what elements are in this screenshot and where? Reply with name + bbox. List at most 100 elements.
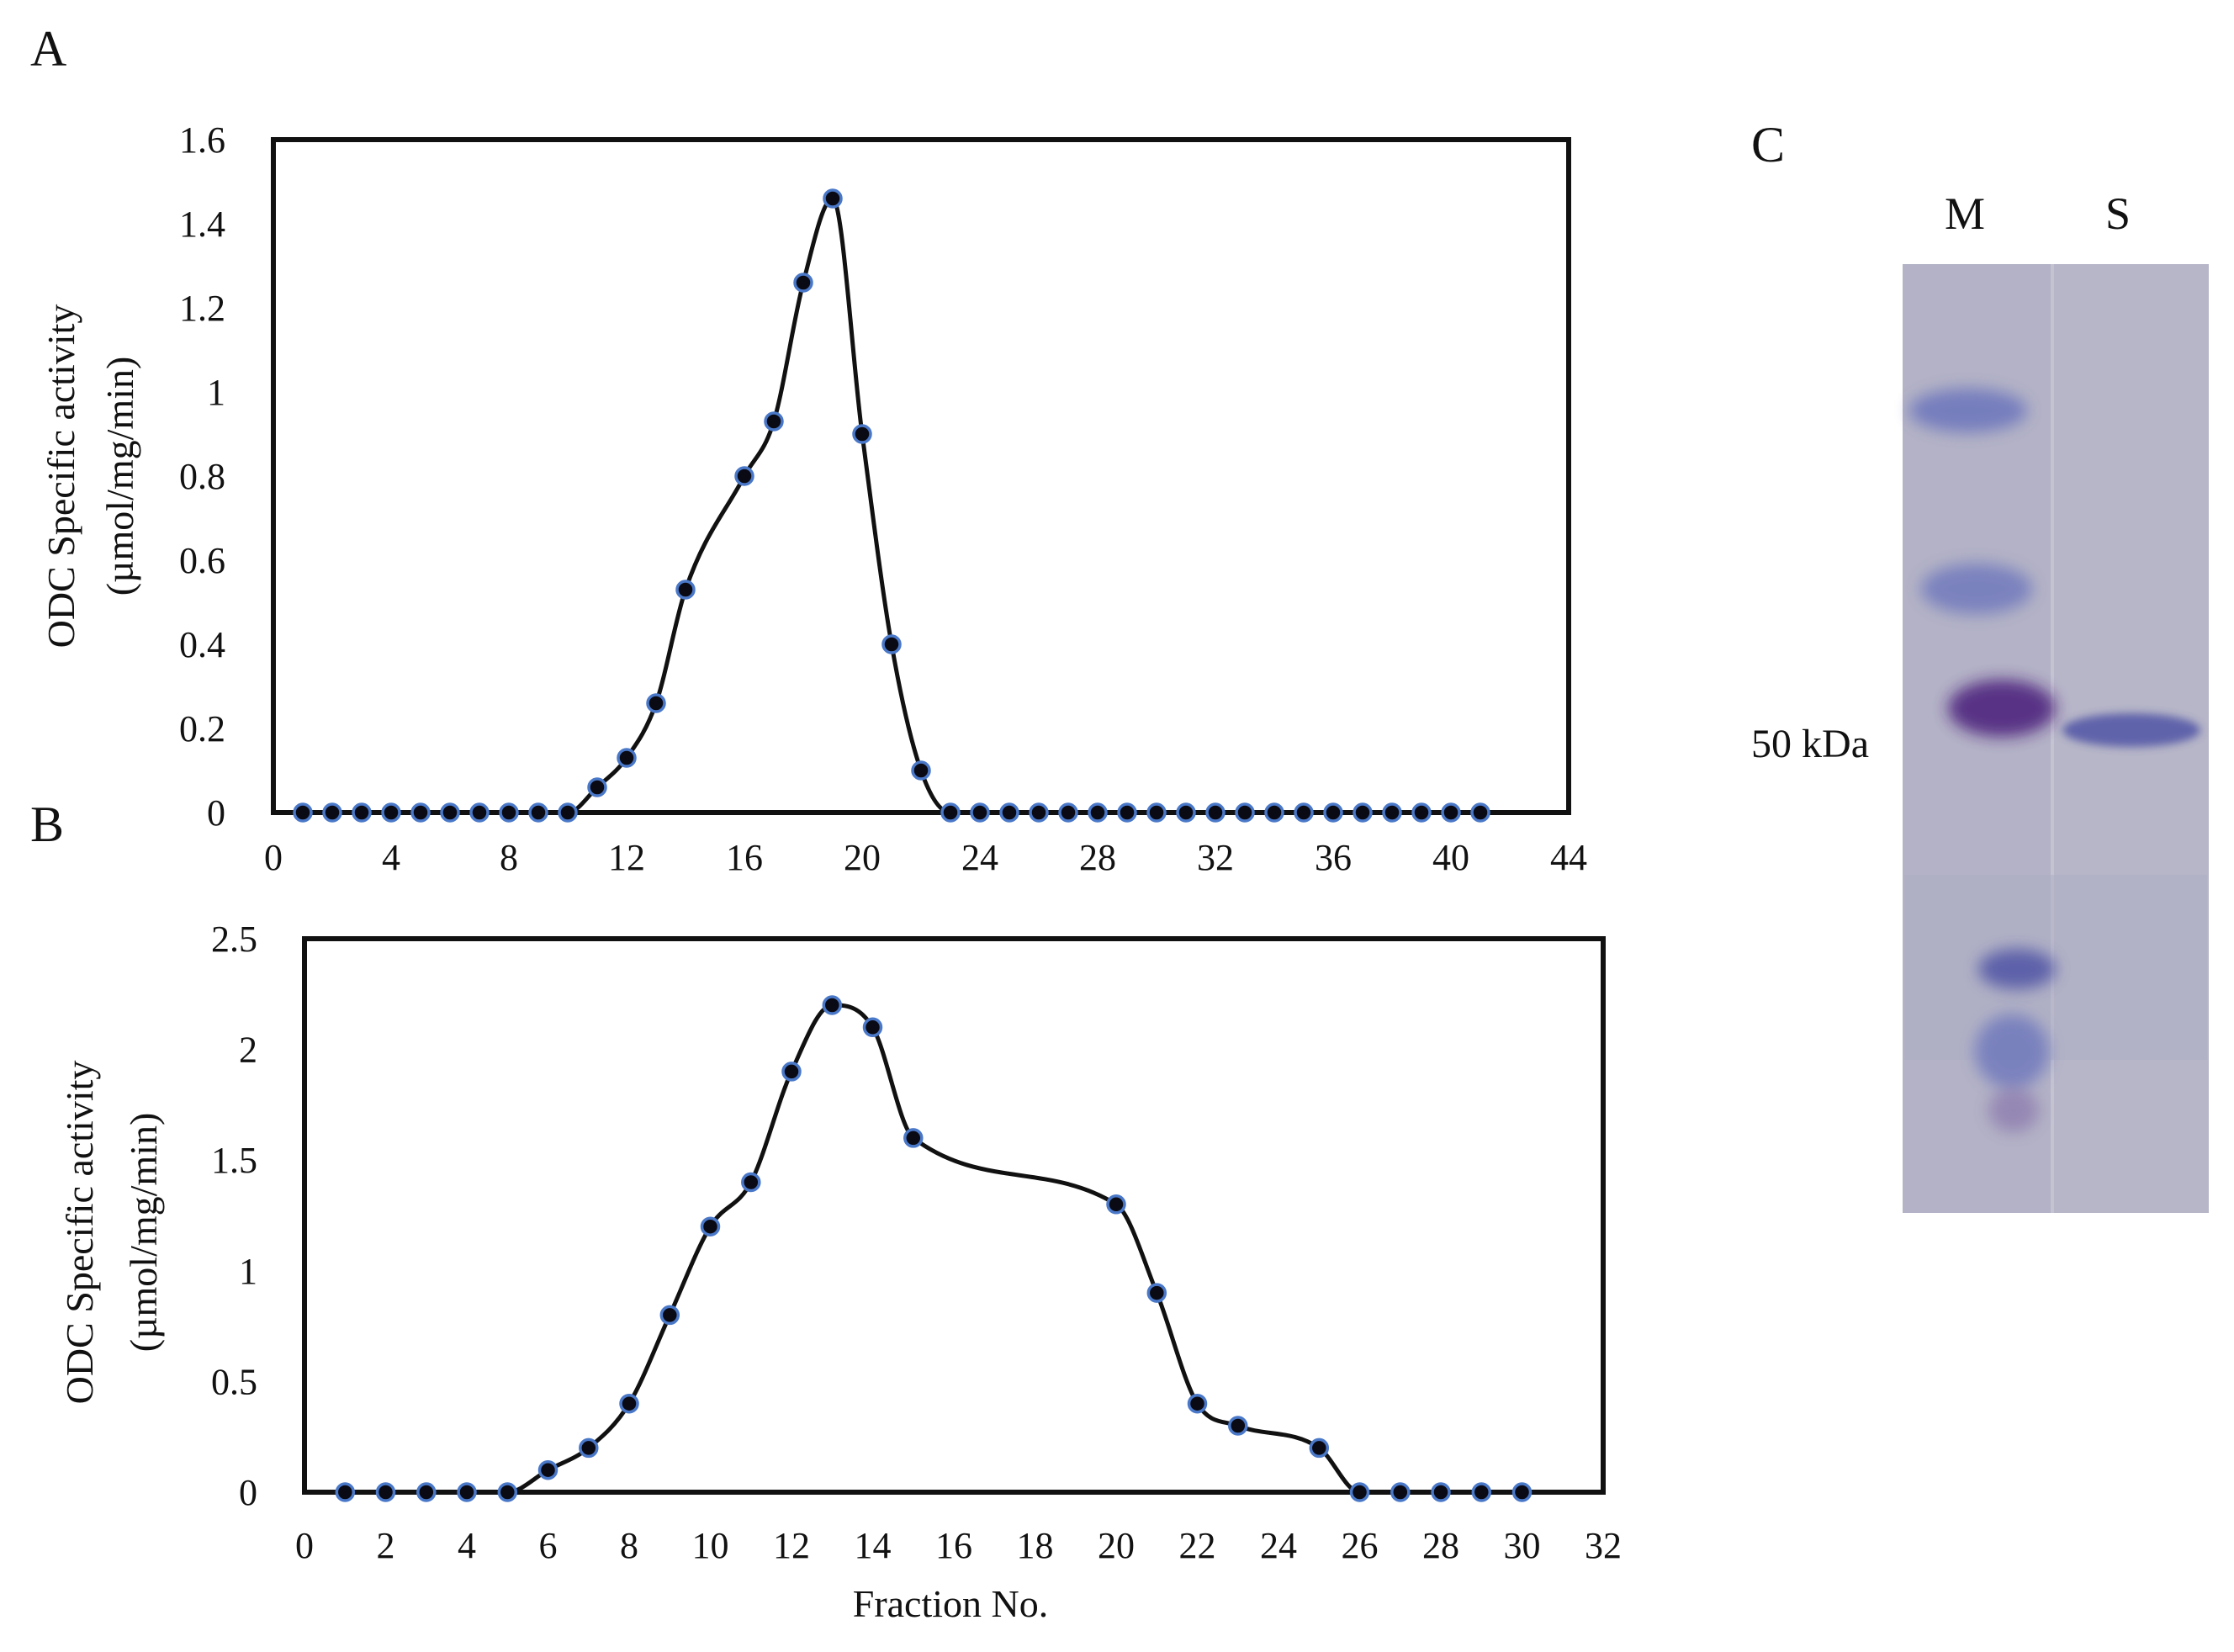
chart-b-xtick-label: 16 [935,1525,972,1566]
chart-a-ylabel-line2: (µmol/mg/min) [98,357,141,596]
chart-b-points [335,995,1533,1502]
chart-a-ytick-label: 1 [207,372,225,413]
chart-a-data-point [1382,802,1402,823]
chart-a-data-point [528,802,548,823]
chart-a-data-point [322,802,342,823]
chart-b-data-point [822,995,843,1015]
chart-a-data-point [823,188,843,209]
chart-a-data-point [881,634,902,654]
chart-a-data-point [764,411,784,432]
chart-a-data-point [940,802,961,823]
chart-b-ytick-label: 0.5 [211,1361,257,1402]
chart-a-xtick-label: 44 [1550,837,1587,878]
chart-b-xtick-label: 32 [1585,1525,1622,1566]
chart-a-data-point [1353,802,1373,823]
chart-a-data-point [1470,802,1490,823]
chart-a-x-ticks: 0 4 8 12 16 20 24 28 32 36 40 44 [264,837,1587,878]
chart-b-frame [302,936,1606,1495]
chart-a-data-point [970,802,990,823]
chart-b-data-point [416,1482,437,1502]
chart-b-xtick-label: 2 [377,1525,395,1566]
chart-a-data-point [1323,802,1343,823]
chart-a-data-point [1411,802,1432,823]
chart-b-data-point [781,1062,802,1082]
chart-b: 00.511.522.5 0 2 4 6 8 10 12 14 16 18 20 22 24 26 28 30… [58,919,1622,1625]
chart-b-y-ticks: 0 0.5 1 1.5 2 2.5 [211,919,257,1513]
chart-a-data-point [675,580,696,600]
chart-b-data-point [1471,1482,1492,1502]
marker-band-3 [1948,680,2056,737]
chart-a-data-point [999,802,1019,823]
chart-b-xtick-label: 14 [855,1525,892,1566]
chart-a-xtick-label: 20 [844,837,881,878]
chart-a-ytick-label: 1.2 [179,288,225,329]
chart-a-data-point [293,802,313,823]
chart-a-data-point [1441,802,1461,823]
chart-a-y-ticks: 0 0.2 0.4 0.6 0.8 1 1.2 1.4 1.6 [179,119,225,834]
chart-b-data-point [1106,1194,1126,1215]
chart-a-data-point [381,802,401,823]
chart-b-xtick-label: 30 [1504,1525,1541,1566]
chart-b-xtick-label: 20 [1098,1525,1135,1566]
chart-a-ylabel-line1: ODC Specific activity [40,304,82,649]
chart-b-xtick-label: 26 [1342,1525,1379,1566]
chart-a-xtick-label: 36 [1315,837,1352,878]
chart-b-data-point [497,1482,518,1502]
chart-a-ytick-label: 0.4 [179,624,225,665]
marker-band-1 [1909,389,2027,432]
chart-b-data-point [1511,1482,1533,1502]
chart-a-data-point [469,802,490,823]
chart-a-data-point [587,777,607,797]
chart-b-data-point [1228,1416,1248,1436]
chart-b-data-point [700,1216,721,1236]
panel-letter-b: B [30,797,64,852]
chart-a-data-point [911,760,931,781]
marker-band-5 [1975,1014,2049,1088]
chart-b-data-point [1309,1438,1330,1459]
chart-a-data-point [352,802,372,823]
chart-a-xtick-label: 8 [500,837,518,878]
gel-panel: M S 50 kDa [1751,188,2209,1213]
chart-a-xtick-label: 32 [1197,837,1234,878]
chart-a-xtick-label: 24 [961,837,998,878]
chart-b-x-ticks: 0 2 4 6 8 10 12 14 16 18 20 22 24 26 28 30 32 [295,1525,1622,1566]
marker-band-2 [1921,564,2032,614]
chart-a-data-point [1235,802,1255,823]
chart-b-ytick-label: 2 [239,1030,257,1071]
chart-b-ylabel-line1: ODC Specific activity [58,1061,101,1405]
chart-a-xtick-label: 0 [264,837,283,878]
marker-band-4 [1978,949,2056,989]
chart-a-data-point [499,802,519,823]
chart-a-ytick-label: 1.6 [179,119,225,161]
gel-lane-label-m: M [1945,188,1985,239]
chart-a-data-point [1058,802,1078,823]
marker-band-6 [1988,1088,2039,1132]
chart-a: 0 0.2 0.4 0.6 0.8 1 1.2 1.4 1.6 0 4 8 12 16 20 24 28 32 3… [40,119,1587,878]
panel-letter-a: A [30,21,66,77]
chart-b-data-point [1390,1482,1411,1502]
chart-a-data-point [734,466,754,486]
chart-a-data-point [440,802,460,823]
chart-b-xtick-label: 28 [1422,1525,1459,1566]
chart-a-data-point [617,748,637,768]
chart-b-xtick-label: 24 [1260,1525,1297,1566]
chart-a-data-point [1117,802,1137,823]
chart-a-data-point [410,802,431,823]
chart-b-data-point [375,1482,396,1502]
chart-a-data-point [793,273,813,293]
chart-b-data-point [579,1438,599,1459]
chart-b-xtick-label: 6 [539,1525,558,1566]
chart-b-ytick-label: 0 [239,1472,257,1513]
chart-b-ylabel-line2: (µmol/mg/min) [122,1113,165,1353]
chart-b-series-line [345,1003,1522,1495]
chart-a-data-point [1146,802,1167,823]
chart-b-data-point [1349,1482,1370,1502]
chart-b-xtick-label: 12 [773,1525,810,1566]
gel-size-marker-label: 50 kDa [1751,722,1869,766]
chart-b-data-point [741,1172,761,1193]
chart-a-ytick-label: 0.8 [179,456,225,497]
chart-a-data-point [1264,802,1284,823]
chart-a-ytick-label: 0 [207,792,225,834]
chart-b-xtick-label: 10 [692,1525,729,1566]
chart-a-xtick-label: 28 [1079,837,1116,878]
